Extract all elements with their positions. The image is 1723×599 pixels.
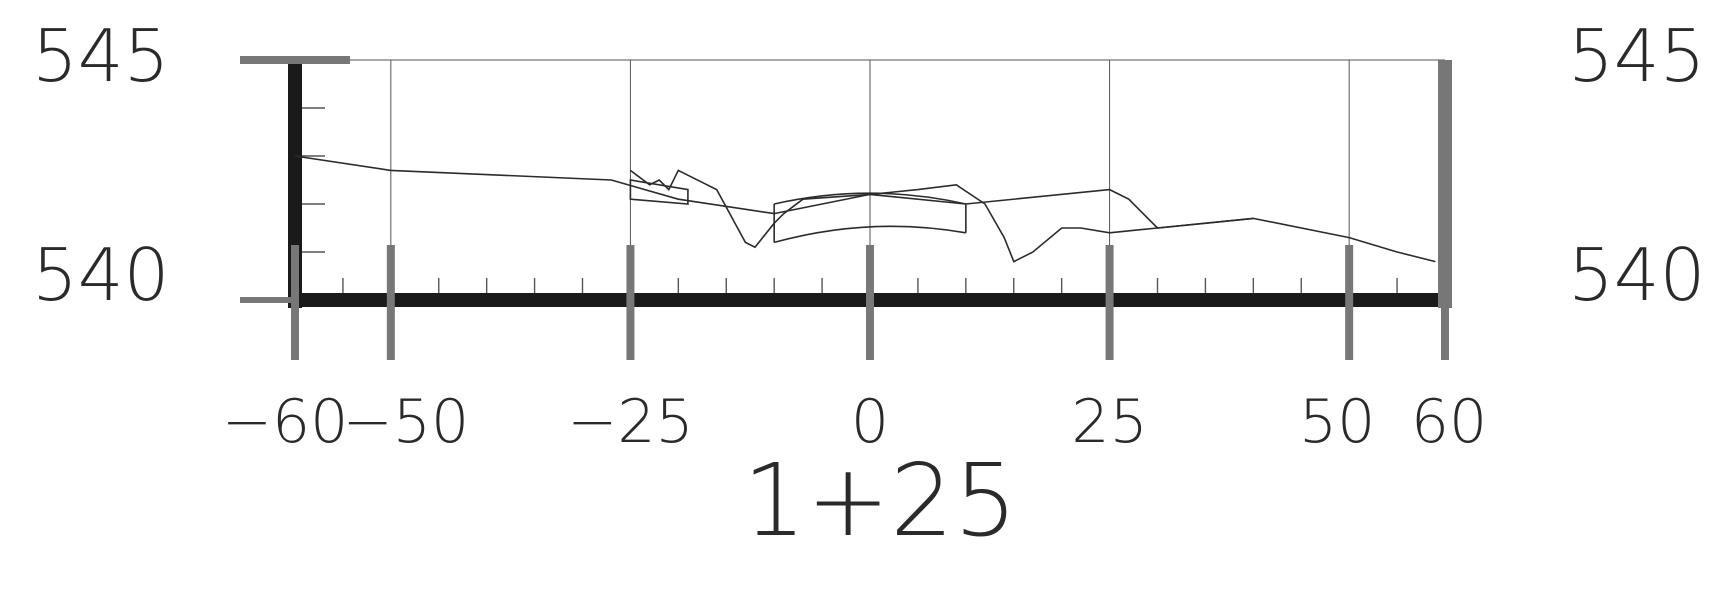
station-label: 1+25 (743, 442, 1018, 559)
top-cap-bar (240, 56, 350, 64)
offset-post (1441, 245, 1449, 360)
offset-label: 0 (851, 387, 889, 457)
label-layer: 545 540 545 540 1+25 −60−50 −25 0 25 50 60 (32, 14, 1705, 559)
elevation-label-bottom-left: 540 (32, 233, 169, 317)
elevation-label-top-right: 545 (1568, 14, 1705, 98)
proposed-profile-line (629, 169, 1254, 263)
offset-label: −25 (567, 387, 694, 457)
left-base-stub (240, 297, 300, 303)
offset-label: 60 (1411, 387, 1487, 457)
elevation-label-bottom-right: 540 (1568, 233, 1705, 317)
offset-post (866, 245, 874, 360)
offset-label: −60 (222, 387, 349, 457)
offset-label: 50 (1299, 387, 1375, 457)
offset-label: 25 (1071, 387, 1147, 457)
offset-label: −50 (343, 387, 470, 457)
offset-post (291, 245, 299, 360)
existing-ground-line (294, 155, 1436, 263)
elevation-label-top-left: 545 (32, 14, 169, 98)
frame-layer (240, 56, 1452, 360)
road-crown-top (773, 192, 967, 205)
offset-post (1345, 245, 1354, 360)
offset-post (386, 245, 395, 360)
offset-post (626, 245, 635, 360)
offset-post (1105, 245, 1114, 360)
pavement-box-left (629, 179, 689, 205)
profile-layer (294, 155, 1436, 263)
road-crown-bottom (773, 225, 966, 244)
